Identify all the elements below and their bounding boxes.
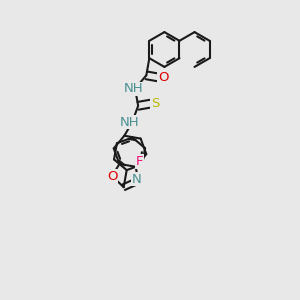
Text: NH: NH [120, 116, 140, 129]
Text: O: O [158, 71, 169, 84]
Text: N: N [132, 173, 142, 186]
Text: S: S [151, 97, 159, 110]
Text: F: F [136, 155, 143, 168]
Text: NH: NH [124, 82, 144, 95]
Text: O: O [107, 169, 118, 183]
